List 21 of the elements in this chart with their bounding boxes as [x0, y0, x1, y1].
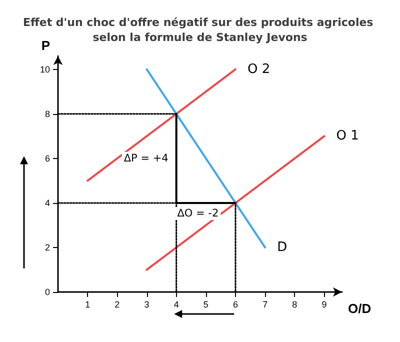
x-tick-label: 3: [144, 300, 150, 310]
y-tick-label: 10: [40, 64, 50, 74]
y-tick-label: 0: [44, 287, 50, 297]
y-tick-label: 4: [44, 198, 50, 208]
x-tick-label: 8: [292, 300, 298, 310]
x-axis-title: O/D: [348, 301, 372, 316]
series-label: D: [277, 240, 288, 255]
x-tick-label: 7: [262, 300, 268, 310]
x-tick-label: 5: [203, 300, 208, 310]
x-tick-label: 6: [232, 300, 238, 310]
x-tick-label: 4: [174, 300, 179, 310]
y-tick-label: 8: [44, 108, 50, 119]
annotation: ΔO = -2: [177, 207, 219, 220]
x-tick-label: 9: [322, 300, 327, 310]
y-tick-label: 2: [44, 242, 50, 252]
series-label: O 1: [336, 128, 359, 144]
x-tick-label: 1: [85, 300, 90, 310]
series-label: O 2: [248, 62, 270, 77]
y-tick-label: 6: [44, 153, 50, 164]
annotation: ΔP = +4: [124, 152, 169, 164]
x-tick-label: 2: [114, 300, 120, 310]
